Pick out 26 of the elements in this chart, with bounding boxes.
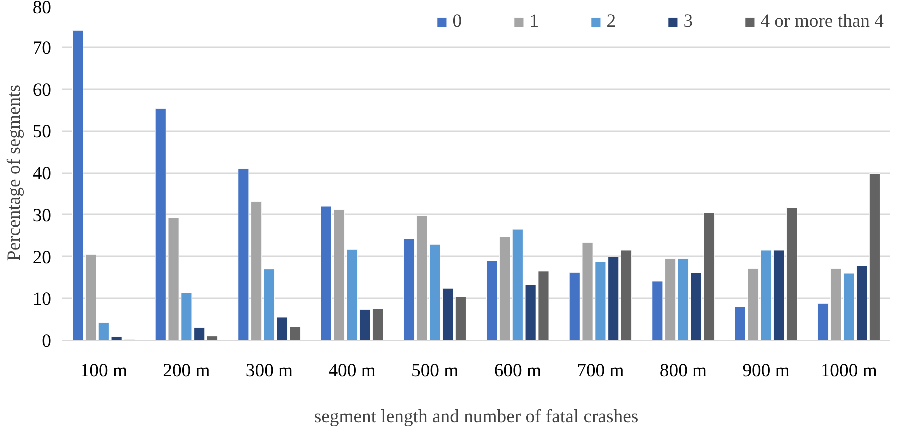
x-tick-label: 700 m (577, 360, 625, 382)
y-tick-label: 30 (32, 205, 52, 226)
x-tick-label: 800 m (660, 360, 708, 382)
x-tick-label: 100 m (80, 360, 128, 382)
legend-label: 1 (530, 11, 540, 33)
y-tick-label: 50 (32, 122, 52, 143)
y-tick-label: 70 (32, 38, 52, 59)
x-tick-label: 900 m (742, 360, 790, 382)
x-axis-title: segment length and number of fatal crashes (314, 406, 639, 428)
x-tick-label: 300 m (246, 360, 294, 382)
legend-label: 2 (606, 11, 618, 33)
legend-label: 0 (452, 11, 464, 33)
x-tick-label: 600 m (494, 360, 542, 382)
y-tick-label: 40 (32, 164, 52, 184)
y-tick-label: 20 (32, 247, 52, 268)
x-tick-label: 200 m (163, 360, 211, 382)
x-tick-label: 400 m (328, 360, 376, 382)
legend-label: 3 (684, 11, 694, 33)
legend-label: 4 or more than 4 (760, 11, 884, 33)
y-tick-label: 80 (32, 0, 52, 18)
x-tick-label: 1000 m (820, 360, 878, 382)
y-axis-title: Percentage of segments (4, 84, 25, 262)
x-tick-label: 500 m (412, 360, 460, 382)
y-tick-label: 60 (32, 80, 52, 101)
y-tick-label: 10 (32, 289, 52, 310)
y-tick-label: 0 (42, 331, 52, 352)
